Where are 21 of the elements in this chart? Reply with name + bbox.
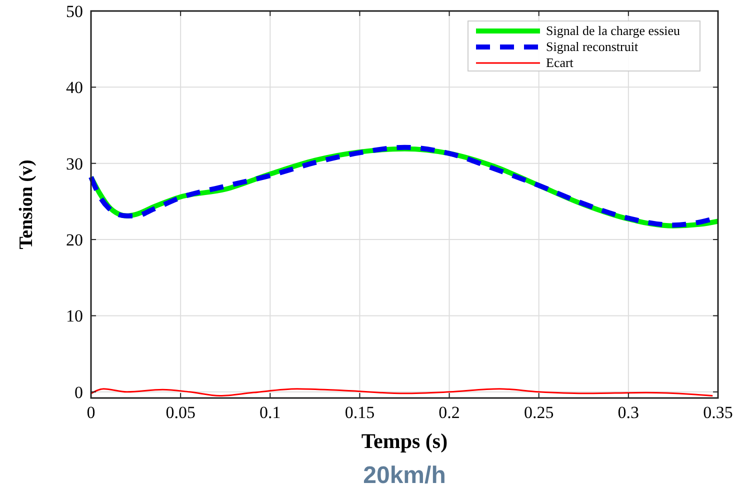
y-tick-label: 0: [74, 382, 83, 402]
x-tick-label: 0.3: [618, 403, 640, 422]
legend-label: Signal de la charge essieu: [546, 23, 681, 38]
x-tick-label: 0.2: [438, 403, 460, 422]
y-tick-label: 30: [66, 154, 83, 174]
x-tick-label: 0.25: [524, 403, 554, 422]
x-tick-label: 0.1: [260, 403, 281, 422]
y-tick-label: 10: [66, 306, 83, 326]
y-axis-title: Tension (v): [16, 160, 37, 250]
x-tick-label: 0.05: [166, 403, 196, 422]
x-tick-label: 0: [86, 403, 96, 422]
legend-label: Signal reconstruit: [546, 39, 638, 54]
y-tick-label: 20: [66, 230, 83, 250]
x-axis-title: Temps (s): [361, 429, 448, 453]
x-tick-label: 0.15: [344, 403, 375, 422]
text: 20km/h: [363, 462, 446, 489]
y-tick-label: 40: [66, 78, 83, 98]
y-tick-label: 50: [66, 2, 83, 21]
line-series: [90, 388, 714, 396]
legend-label: Ecart: [546, 55, 574, 70]
x-tick-label: 0.35: [703, 403, 733, 422]
